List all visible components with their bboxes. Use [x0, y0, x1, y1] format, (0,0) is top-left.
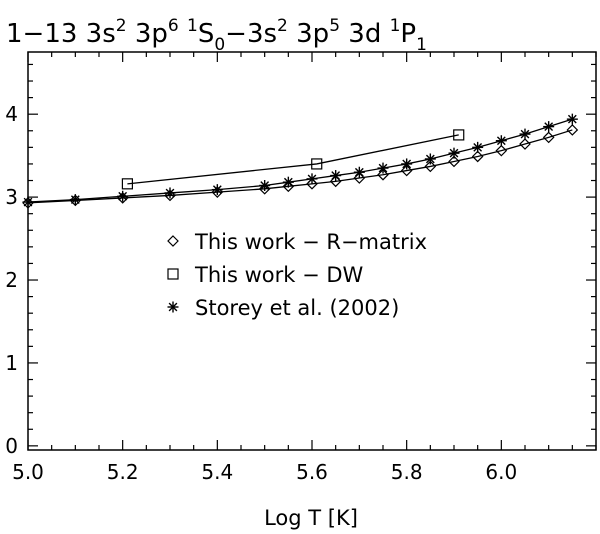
point-diamond [448, 155, 460, 168]
point-diamond [542, 131, 555, 144]
legend-label: This work − R−matrix [194, 230, 427, 254]
point-diamond [471, 150, 484, 163]
point-diamond [424, 160, 437, 173]
x-axis-label: Log T [K] [264, 506, 358, 530]
point-asterisk [282, 176, 294, 188]
x-tick-label: 6.0 [485, 460, 517, 484]
series-diamond [22, 124, 579, 209]
title-part: −3s [225, 19, 277, 49]
title-part [179, 19, 187, 49]
title-part: 3p [127, 19, 168, 49]
x-tick-label: 5.4 [201, 460, 233, 484]
chart-title: 1−13 3s2 3p6 1S0−3s2 3p5 3d 1P1 [6, 16, 427, 55]
point-asterisk [167, 301, 179, 313]
title-part: S [198, 19, 215, 49]
title-part: 2 [277, 16, 288, 36]
point-diamond [519, 138, 531, 150]
point-asterisk [117, 190, 129, 202]
point-asterisk [330, 170, 342, 182]
point-diamond [377, 168, 389, 181]
point-square [311, 158, 323, 170]
legend-label: This work − DW [194, 263, 364, 287]
point-asterisk [566, 113, 578, 125]
title-part: 3d [340, 19, 390, 49]
point-asterisk [211, 184, 223, 196]
title-part: 0 [214, 35, 225, 55]
point-asterisk [377, 162, 389, 174]
title-part: 1 [187, 16, 198, 36]
point-asterisk [69, 194, 81, 206]
title-part: 5 [329, 16, 340, 36]
point-diamond [400, 164, 413, 177]
point-asterisk [495, 135, 507, 147]
y-tick-label: 3 [5, 185, 18, 209]
legend-item: Storey et al. (2002) [167, 296, 399, 320]
series-layer [22, 113, 579, 209]
y-tick-label: 0 [5, 434, 18, 458]
point-diamond [495, 144, 508, 157]
title-part: 1−13 3s [6, 19, 116, 49]
series-line [27, 118, 573, 203]
x-tick-label: 5.8 [391, 460, 423, 484]
x-tick-label: 5.0 [12, 460, 44, 484]
point-asterisk [401, 158, 413, 170]
title-part: 1 [416, 35, 427, 55]
legend-label: Storey et al. (2002) [195, 296, 399, 320]
series-asterisk [22, 113, 578, 208]
point-asterisk [472, 141, 484, 153]
point-asterisk [164, 187, 176, 199]
legend-item: This work − DW [167, 263, 364, 287]
y-tick-label: 4 [5, 102, 18, 126]
title-part: 3p [288, 19, 329, 49]
title-part: 6 [168, 16, 179, 36]
axis-ticks: 5.0 5.2 5.4 5.6 5.8 6.0 0 1 2 3 4 [5, 52, 597, 484]
point-diamond [258, 182, 271, 195]
y-tick-label: 2 [5, 268, 18, 292]
series-line [27, 129, 573, 204]
x-tick-label: 5.6 [296, 460, 328, 484]
legend: This work − R−matrix This work − DW Storey… [167, 230, 427, 320]
title-part: P [400, 19, 416, 49]
title-part: 1 [390, 16, 401, 36]
point-square [167, 268, 179, 280]
point-asterisk [259, 179, 271, 191]
point-asterisk [353, 166, 365, 178]
point-asterisk [448, 147, 460, 159]
point-asterisk [519, 128, 531, 140]
point-square [453, 129, 465, 141]
title-part: 2 [116, 16, 127, 36]
point-diamond [167, 235, 179, 247]
point-square [121, 178, 134, 190]
legend-item: This work − R−matrix [167, 230, 427, 254]
x-tick-label: 5.2 [107, 460, 139, 484]
point-asterisk [306, 173, 318, 185]
point-asterisk [424, 153, 436, 165]
y-tick-label: 1 [5, 351, 18, 375]
point-asterisk [22, 196, 34, 208]
series-line [127, 134, 459, 185]
point-diamond [22, 197, 34, 209]
point-asterisk [543, 121, 555, 133]
point-diamond [566, 124, 579, 136]
series-square [121, 129, 465, 190]
